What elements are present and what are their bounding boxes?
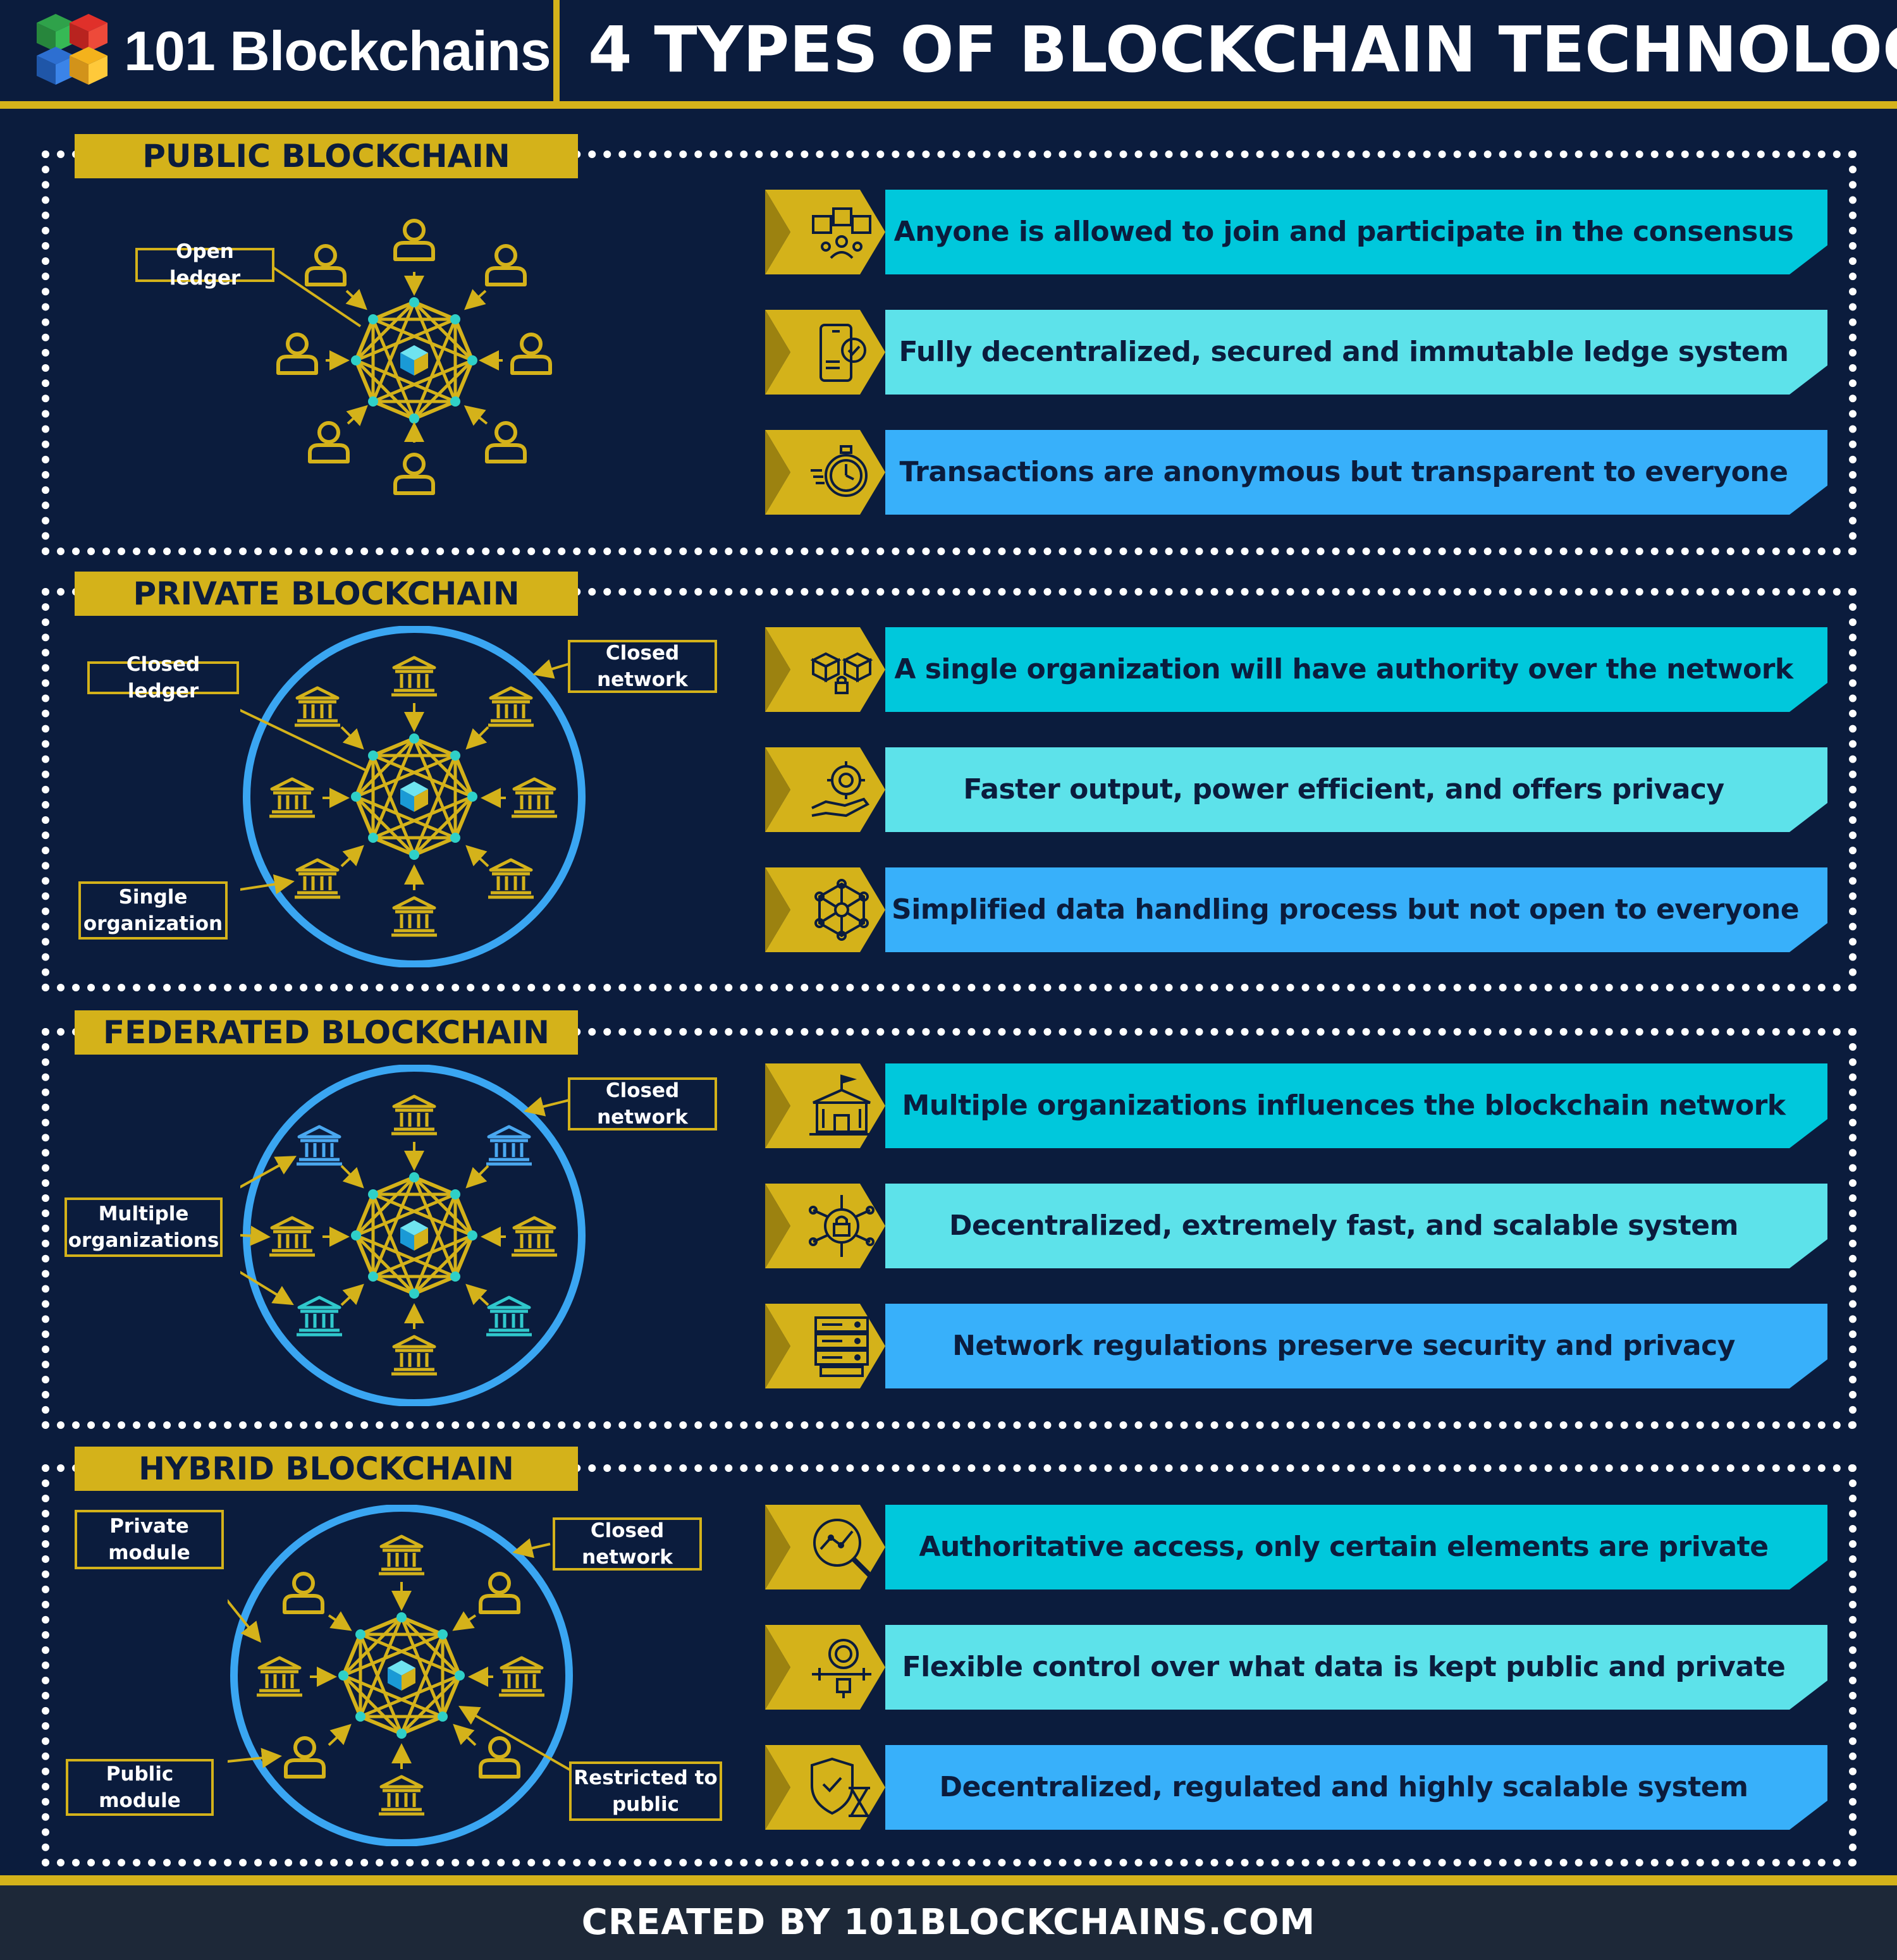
- padlock-circuit-icon: [809, 1195, 875, 1257]
- private-network-diagram: [240, 626, 586, 967]
- feature-text: Faster output, power efficient, and offe…: [963, 773, 1724, 805]
- gear-hand-icon: [811, 761, 870, 818]
- feature-text: Decentralized, regulated and highly scal…: [939, 1771, 1748, 1803]
- feature-text: Flexible control over what data is kept …: [902, 1651, 1786, 1683]
- shield-hourglass-icon: [811, 1757, 870, 1817]
- user-icon: [307, 246, 345, 285]
- organization-building-icon: [809, 1074, 874, 1136]
- bank-icon: [269, 779, 315, 816]
- user-icon: [481, 1574, 519, 1612]
- bank-icon: [499, 1658, 544, 1695]
- header-divider: [553, 0, 560, 101]
- brand-name: 101 Blockchains: [124, 20, 551, 82]
- user-icon: [487, 246, 525, 285]
- bank-icon: [486, 1297, 532, 1335]
- bank-icon: [297, 1127, 342, 1164]
- bank-icon: [297, 1297, 342, 1335]
- callout-closed-network: Closed network: [553, 1517, 702, 1571]
- callout-private-module: Private module: [75, 1510, 224, 1569]
- footer-credit: CREATED BY 101BLOCKCHAINS.COM: [0, 1885, 1897, 1960]
- feature-text: Multiple organizations influences the bl…: [902, 1089, 1786, 1122]
- feature-text: Fully decentralized, secured and immutab…: [899, 336, 1789, 368]
- feature-row: Decentralized, regulated and highly scal…: [765, 1745, 1827, 1830]
- bank-icon: [488, 688, 534, 725]
- user-icon: [512, 334, 550, 373]
- blockchain-network-icon: [351, 297, 477, 424]
- section-title-public: PUBLIC BLOCKCHAIN: [75, 134, 578, 178]
- feature-row: A single organization will have authorit…: [765, 627, 1827, 712]
- feature-text: Decentralized, extremely fast, and scala…: [949, 1210, 1738, 1242]
- bank-icon: [512, 779, 557, 816]
- callout-public-module: Public module: [66, 1759, 214, 1816]
- callout-single-organization: Single organization: [78, 881, 228, 940]
- bank-icon: [391, 658, 437, 695]
- magnifier-chart-icon: [813, 1519, 872, 1577]
- header: 101 Blockchains 4 TYPES OF BLOCKCHAIN TE…: [0, 0, 1897, 101]
- server-stack-icon: [814, 1316, 869, 1377]
- bank-icon: [391, 898, 437, 935]
- callout-open-ledger: Open ledger: [135, 240, 274, 290]
- stopwatch-icon: [811, 445, 868, 497]
- feature-row: Anyone is allowed to join and participat…: [765, 190, 1827, 274]
- feature-row: Fully decentralized, secured and immutab…: [765, 310, 1827, 395]
- feature-text: Anyone is allowed to join and participat…: [893, 216, 1794, 248]
- feature-text: A single organization will have authorit…: [894, 653, 1793, 685]
- feature-row: Faster output, power efficient, and offe…: [765, 747, 1827, 832]
- feature-row: Decentralized, extremely fast, and scala…: [765, 1184, 1827, 1268]
- feature-row: Transactions are anonymous but transpare…: [765, 430, 1827, 515]
- bank-icon: [269, 1218, 315, 1255]
- section-title-hybrid: HYBRID BLOCKCHAIN: [75, 1447, 578, 1491]
- bank-icon: [512, 1218, 557, 1255]
- hybrid-network-diagram: [228, 1505, 582, 1846]
- bank-icon: [295, 860, 340, 897]
- blockchain-network-icon: [351, 1172, 477, 1299]
- user-icon: [285, 1574, 322, 1612]
- feature-row: Authoritative access, only certain eleme…: [765, 1505, 1827, 1589]
- federated-network-diagram: [240, 1065, 586, 1406]
- callout-closed-network: Closed network: [568, 1077, 717, 1130]
- user-icon: [395, 455, 433, 493]
- feature-text: Transactions are anonymous but transpare…: [899, 456, 1788, 488]
- section-title-federated: FEDERATED BLOCKCHAIN: [75, 1010, 578, 1055]
- page-title: 4 TYPES OF BLOCKCHAIN TECHNOLOGY: [588, 13, 1897, 87]
- blockchain-network-icon: [338, 1612, 465, 1739]
- locked-blocks-icon: [810, 652, 873, 694]
- bank-icon: [379, 1777, 424, 1814]
- blocks-network-icon: [812, 207, 871, 259]
- node-network-icon: [814, 879, 869, 941]
- feature-text: Network regulations preserve security an…: [952, 1330, 1735, 1362]
- user-icon: [278, 334, 316, 373]
- bank-icon: [391, 1096, 437, 1134]
- blockchain-network-icon: [351, 733, 477, 860]
- user-icon: [286, 1738, 324, 1777]
- header-rule: [0, 101, 1897, 109]
- section-title-private: PRIVATE BLOCKCHAIN: [75, 572, 578, 616]
- footer-rule: [0, 1875, 1897, 1885]
- bank-icon: [257, 1658, 302, 1695]
- user-icon: [395, 221, 433, 259]
- feature-row: Multiple organizations influences the bl…: [765, 1063, 1827, 1148]
- callout-multiple-organizations: Multiple organizations: [64, 1197, 223, 1257]
- user-icon: [481, 1738, 519, 1777]
- feature-text: Authoritative access, only certain eleme…: [919, 1531, 1769, 1563]
- bank-icon: [379, 1536, 424, 1574]
- callout-closed-ledger: Closed ledger: [87, 653, 239, 702]
- public-network-diagram: [264, 202, 594, 518]
- feature-row: Network regulations preserve security an…: [765, 1304, 1827, 1388]
- feature-row: Flexible control over what data is kept …: [765, 1625, 1827, 1710]
- callout-closed-network: Closed network: [568, 640, 717, 693]
- feature-row: Simplified data handling process but not…: [765, 867, 1827, 952]
- user-icon: [310, 423, 348, 462]
- bank-icon: [391, 1337, 437, 1374]
- bank-icon: [486, 1127, 532, 1164]
- logo-cubes-icon: [37, 14, 107, 85]
- bank-icon: [488, 860, 534, 897]
- search-control-icon: [812, 1639, 871, 1698]
- bank-icon: [295, 688, 340, 725]
- callout-restricted-to-public: Restricted to public: [569, 1761, 722, 1821]
- phone-check-icon: [820, 324, 866, 382]
- feature-text: Simplified data handling process but not…: [892, 893, 1800, 926]
- user-icon: [487, 423, 525, 462]
